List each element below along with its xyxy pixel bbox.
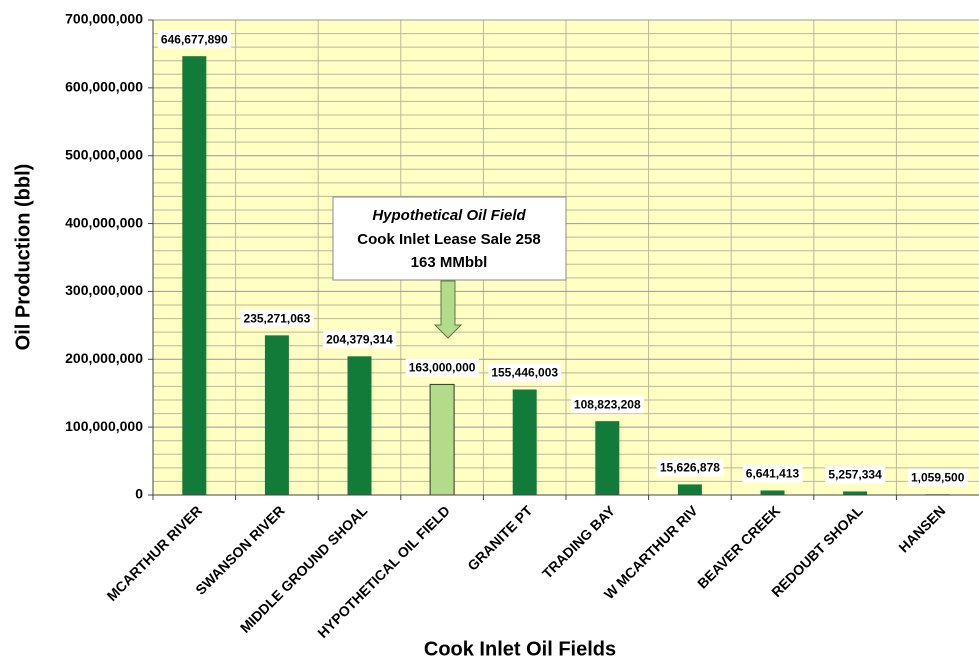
x-tick-label: HANSEN	[895, 502, 948, 555]
grid	[153, 19, 979, 496]
value-label-bg	[405, 358, 479, 377]
value-label: 155,446,003	[491, 366, 558, 380]
x-tick-label: MCARTHUR RIVER	[104, 502, 206, 604]
bar	[264, 335, 289, 495]
value-label-bg	[570, 395, 644, 414]
y-tick-label: 100,000,000	[65, 418, 143, 434]
value-label-bg	[323, 330, 397, 349]
bar	[595, 421, 620, 495]
value-label: 1,059,500	[911, 470, 965, 484]
value-label: 646,677,890	[161, 32, 228, 46]
annotation-arrow	[433, 280, 463, 339]
bar	[512, 389, 537, 495]
annotation-line: 163 MMbbl	[411, 254, 488, 271]
x-tick-label: SWANSON RIVER	[192, 502, 287, 597]
y-tick-label: 300,000,000	[65, 282, 143, 298]
x-axis-title: Cook Inlet Oil Fields	[424, 638, 616, 659]
annotation-line: Cook Inlet Lease Sale 258	[357, 231, 540, 248]
bar	[760, 490, 785, 495]
value-label: 15,626,878	[660, 461, 720, 475]
bars	[182, 56, 950, 496]
x-tick-label: BEAVER CREEK	[694, 502, 783, 591]
value-label: 204,379,314	[326, 332, 393, 346]
value-label: 235,271,063	[244, 312, 311, 326]
y-tick-label: 700,000,000	[65, 11, 143, 27]
y-tick-label: 600,000,000	[65, 79, 143, 95]
bar	[347, 356, 372, 495]
bar	[677, 484, 702, 495]
value-label-bg	[742, 464, 803, 483]
annotation-box	[332, 196, 567, 281]
value-label-bg	[488, 363, 562, 382]
value-label-bg	[908, 468, 968, 487]
x-tick-label: HYPOTHETICAL OIL FIELD	[314, 502, 453, 641]
x-tick-label: GRANITE PT	[464, 502, 536, 574]
bar	[843, 491, 868, 495]
bar	[182, 56, 207, 495]
x-tick-label: TRADING BAY	[539, 502, 619, 582]
value-label: 6,641,413	[746, 467, 800, 481]
y-axis-title: Oil Production (bbl)	[12, 164, 34, 351]
value-label-bg	[825, 465, 886, 484]
value-label-bg	[157, 30, 231, 49]
value-label-bg	[656, 458, 724, 477]
x-tick-label: REDOUBT SHOAL	[768, 502, 866, 600]
value-label: 108,823,208	[574, 397, 641, 411]
value-label-bg	[240, 309, 314, 328]
y-tick-label: 400,000,000	[65, 214, 143, 230]
x-tick-label: W MCARTHUR RIV	[601, 502, 701, 602]
bar	[429, 383, 455, 496]
value-label: 5,257,334	[828, 468, 882, 482]
y-tick-label: 0	[135, 486, 143, 502]
annotation-line: Hypothetical Oil Field	[372, 207, 526, 224]
y-tick-label: 500,000,000	[65, 146, 143, 162]
y-tick-label: 200,000,000	[65, 350, 143, 366]
value-label: 163,000,000	[409, 361, 476, 375]
